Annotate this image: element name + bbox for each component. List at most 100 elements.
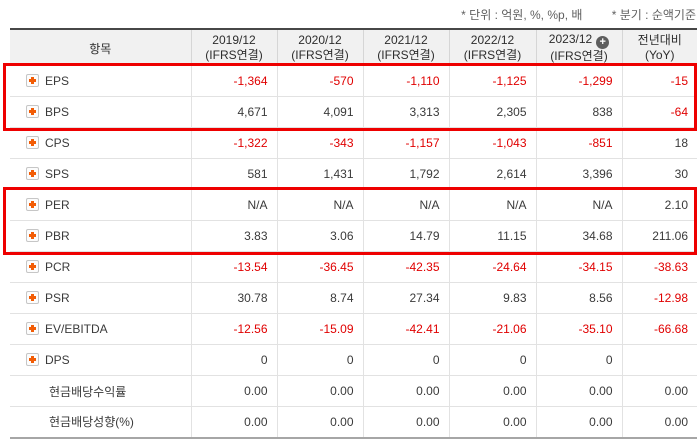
value-cell: N/A [276,189,363,221]
value-cell: 2,305 [448,96,536,128]
table-body: EPS -1,364 -570 -1,110 -1,125 -1,299 -15 BPS 4,6… [10,65,697,438]
value-cell: N/A [448,189,536,221]
row-label: 현금배당수익률 [49,384,127,399]
value-cell: -12.56 [190,313,277,345]
value-cell: -42.35 [362,251,449,283]
unit-note: * 단위 : 억원, %, %p, 배 [461,8,583,22]
basis-note: * 분기 : 순액기준 [611,8,696,22]
expand-plus-icon[interactable] [26,136,39,149]
standard-label: (IFRS연결) [463,48,522,62]
value-cell: -35.10 [535,313,622,345]
expand-plus-icon[interactable] [26,167,39,180]
value-cell: 0.00 [362,406,449,438]
period-label: 2022/12 [470,33,515,47]
value-cell: 9.83 [448,282,536,314]
row-label-cell: SPS [10,158,191,190]
row-label-cell: 현금배당수익률 [10,375,191,407]
value-cell: -1,364 [190,65,277,97]
value-cell: -1,157 [362,127,449,159]
value-cell: 34.68 [535,220,622,252]
value-cell: 11.15 [448,220,536,252]
value-cell: 0.00 [190,375,277,407]
table-row-DPS: DPS 0 0 0 0 0 [10,344,697,376]
header-row: 항목 2019/12 (IFRS연결) 2020/12 (IFRS연결) 2021/12… [10,29,697,66]
table-row-CPS: CPS -1,322 -343 -1,157 -1,043 -851 18 [10,127,697,159]
value-cell: -13.54 [190,251,277,283]
value-cell: -38.63 [621,251,697,283]
expand-plus-icon[interactable] [26,291,39,304]
expand-plus-icon[interactable] [26,105,39,118]
row-label-cell: EV/EBITDA [10,313,191,345]
standard-label: (YoY) [644,48,675,62]
value-cell: 3,396 [535,158,622,190]
value-cell: -21.06 [448,313,536,345]
value-cell: 0.00 [362,375,449,407]
value-cell: 581 [190,158,277,190]
column-header-2021/12: 2021/12 (IFRS연결) [362,29,449,66]
period-label: 2019/12 [212,33,256,47]
value-cell: 0.00 [621,375,697,407]
table-row-SPS: SPS 581 1,431 1,792 2,614 3,396 30 [10,158,697,190]
value-cell: 0.00 [276,406,363,438]
value-cell: -64 [621,96,697,128]
column-header-item: 항목 [10,29,191,66]
expand-plus-icon[interactable] [26,322,39,335]
row-label: 현금배당성향(%) [49,415,134,430]
row-label: PER [45,198,70,212]
value-cell: -24.64 [448,251,536,283]
row-label-cell: EPS [10,65,191,97]
value-cell: 0.00 [448,375,536,407]
value-cell: 0.00 [535,406,622,438]
row-label-cell: PBR [10,220,191,252]
row-label-cell: PCR [10,251,191,283]
value-cell: 0.00 [276,375,363,407]
expand-plus-icon[interactable] [26,353,39,366]
row-label: EV/EBITDA [45,322,108,336]
value-cell: 8.74 [276,282,363,314]
value-cell: N/A [190,189,277,221]
table-row-현금배당성향(%): 현금배당성향(%) 0.00 0.00 0.00 0.00 0.00 0.00 [10,406,697,438]
value-cell: 838 [535,96,622,128]
value-cell: 0 [535,344,622,376]
value-cell: N/A [535,189,622,221]
row-label: BPS [45,105,70,119]
value-cell: 1,792 [362,158,449,190]
value-cell: 1,431 [276,158,363,190]
expand-plus-icon[interactable] [26,260,39,273]
table-row-PBR: PBR 3.83 3.06 14.79 11.15 34.68 211.06 [10,220,697,252]
row-label: EPS [45,74,70,88]
value-cell: -1,299 [535,65,622,97]
column-header-2022/12: 2022/12 (IFRS연결) [448,29,536,66]
plus-circle-icon[interactable]: + [596,36,610,49]
expand-plus-icon[interactable] [26,229,39,242]
value-cell: 30.78 [190,282,277,314]
value-cell: 0 [448,344,536,376]
standard-label: (IFRS연결) [205,48,263,62]
value-cell: 27.34 [362,282,449,314]
column-header-전년대비: 전년대비 (YoY) [621,29,697,66]
value-cell: 0.00 [535,375,622,407]
table-row-BPS: BPS 4,671 4,091 3,313 2,305 838 -64 [10,96,697,128]
table-row-현금배당수익률: 현금배당수익률 0.00 0.00 0.00 0.00 0.00 0.00 [10,375,697,407]
expand-plus-icon[interactable] [26,74,39,87]
value-cell: 8.56 [535,282,622,314]
value-cell: 4,091 [276,96,363,128]
expand-plus-icon[interactable] [26,198,39,211]
value-cell: 2.10 [621,189,697,221]
value-cell: -66.68 [621,313,697,345]
row-label: PBR [45,229,70,243]
standard-label: (IFRS연결) [550,49,608,63]
table-row-EPS: EPS -1,364 -570 -1,110 -1,125 -1,299 -15 [10,65,697,97]
value-cell: 14.79 [362,220,449,252]
value-cell: 3.06 [276,220,363,252]
value-cell: 0 [362,344,449,376]
value-cell: 0 [276,344,363,376]
period-label: 2021/12 [384,33,428,47]
value-cell: 0.00 [190,406,277,438]
row-label-cell: PSR [10,282,191,314]
value-cell: 2,614 [448,158,536,190]
row-label: SPS [45,167,70,181]
row-label-cell: PER [10,189,191,221]
value-cell: -15 [621,65,697,97]
table-header: 항목 2019/12 (IFRS연결) 2020/12 (IFRS연결) 2021/12… [10,29,697,66]
